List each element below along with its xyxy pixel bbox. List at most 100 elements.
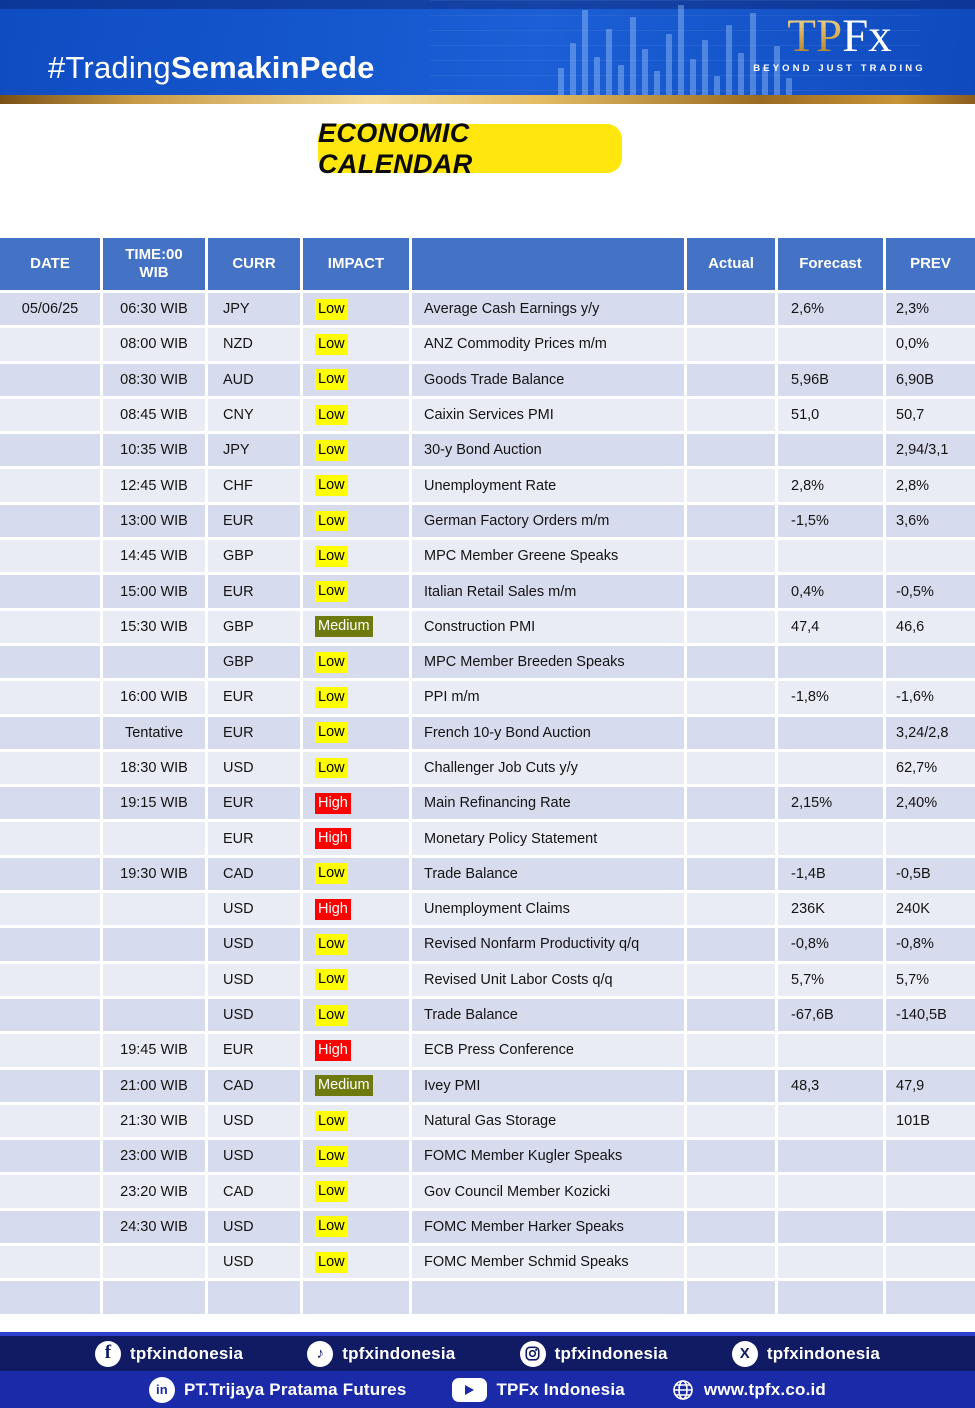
cell-currency: CAD (208, 1175, 303, 1211)
linkedin-icon: in (148, 1376, 175, 1403)
chart-graphic (430, 0, 920, 95)
table-row: 23:00 WIB USD Low FOMC Member Kugler Spe… (0, 1140, 975, 1176)
cell-forecast (778, 1175, 886, 1211)
cell-time: 14:45 WIB (103, 540, 208, 576)
impact-tag-low: Low (315, 934, 348, 955)
cell-event: Challenger Job Cuts y/y (412, 751, 687, 788)
cell-date (0, 893, 103, 929)
cell-currency: USD (208, 1140, 303, 1176)
cell-event: 30-y Bond Auction (412, 434, 687, 470)
cell-impact: Low (303, 328, 412, 364)
cell-date (0, 363, 103, 399)
cell-forecast: -67,6B (778, 998, 886, 1035)
cell-currency: JPY (208, 434, 303, 470)
cell-prev: 46,6 (886, 611, 975, 646)
cell-event: Goods Trade Balance (412, 363, 687, 399)
col-header-time: TIME:00 WIB (103, 238, 208, 293)
footer-divider (0, 1332, 975, 1336)
cell-forecast (778, 434, 886, 470)
cell-date (0, 681, 103, 717)
cell-prev (886, 1246, 975, 1282)
cell-time (103, 645, 208, 682)
cell-impact: Low (303, 963, 412, 999)
cell-date (0, 645, 103, 682)
cell-actual (687, 928, 778, 964)
cell-actual (687, 328, 778, 364)
table-row: 08:00 WIB NZD Low ANZ Commodity Prices m… (0, 328, 975, 364)
cell-date (0, 540, 103, 576)
cell-forecast (778, 645, 886, 682)
cell-impact: Low (303, 751, 412, 788)
logo-tagline: BEYOND JUST TRADING (753, 63, 926, 74)
cell-actual (687, 575, 778, 611)
cell-date (0, 1034, 103, 1070)
cell-currency: CHF (208, 469, 303, 505)
cell-prev: 2,3% (886, 293, 975, 329)
cell-currency: USD (208, 963, 303, 999)
cell-actual (687, 857, 778, 894)
cell-actual (687, 434, 778, 470)
facebook-icon: f (95, 1340, 121, 1367)
table-row: USD Low FOMC Member Schmid Speaks (0, 1246, 975, 1282)
cell-actual (687, 1281, 778, 1317)
cell-date (0, 469, 103, 505)
cell-impact: Medium (303, 1069, 412, 1105)
cell-time: 08:30 WIB (103, 363, 208, 399)
cell-time: 18:30 WIB (103, 751, 208, 788)
cell-date (0, 1175, 103, 1211)
brand-header: #TradingSemakinPede TPFx BEYOND JUST TRA… (0, 0, 975, 104)
cell-forecast (778, 1104, 886, 1141)
cell-event: Italian Retail Sales m/m (412, 575, 687, 611)
cell-impact: Low (303, 1246, 412, 1282)
tpfx-logo: TPFx BEYOND JUST TRADING (742, 10, 937, 75)
cell-impact: Low (303, 928, 412, 964)
cell-date (0, 328, 103, 364)
table-row: USD Low Trade Balance -67,6B -140,5B (0, 998, 975, 1035)
cell-event: Unemployment Rate (412, 469, 687, 505)
cell-prev: 47,9 (886, 1070, 975, 1105)
cell-actual (687, 1034, 778, 1070)
social-x: X tpfxindonesia (731, 1340, 880, 1367)
cell-actual (687, 645, 778, 682)
cell-currency: AUD (208, 363, 303, 399)
cell-actual (687, 787, 778, 823)
cell-impact: Medium (303, 610, 412, 646)
info-website: www.tpfx.co.id (671, 1378, 826, 1402)
cell-time: 08:45 WIB (103, 398, 208, 435)
company-name: PT.Trijaya Pratama Futures (183, 1379, 407, 1399)
logo-tp: TP (787, 10, 843, 62)
footer-social-row: f tpfxindonesia ♪ tpfxindonesia tpfxindo… (0, 1336, 975, 1371)
cell-forecast: 2,6% (778, 293, 886, 329)
cell-currency: USD (208, 1210, 303, 1247)
page-title: ECONOMIC CALENDAR (318, 117, 473, 179)
table-row: 16:00 WIB EUR Low PPI m/m -1,8% -1,6% (0, 681, 975, 717)
social-handle: tpfxindonesia (766, 1343, 880, 1363)
cell-time: 08:00 WIB (103, 328, 208, 364)
cell-forecast (778, 716, 886, 752)
cell-currency: CAD (208, 857, 303, 894)
page-title-badge: ECONOMIC CALENDAR (318, 118, 622, 179)
cell-time: 06:30 WIB (103, 293, 208, 329)
impact-tag-low: Low (315, 298, 348, 320)
cell-forecast (778, 1246, 886, 1282)
cell-event: FOMC Member Kugler Speaks (412, 1140, 687, 1176)
cell-time: Tentative (103, 716, 208, 752)
cell-event: PPI m/m (412, 681, 687, 717)
cell-actual (687, 822, 778, 858)
table-row: USD High Unemployment Claims 236K 240K (0, 893, 975, 929)
cell-event: French 10-y Bond Auction (412, 716, 687, 752)
cell-actual (687, 681, 778, 717)
col-header-actual: Actual (687, 238, 778, 293)
cell-prev: -0,5% (886, 575, 975, 611)
cell-prev (886, 540, 975, 576)
table-row: 19:15 WIB EUR High Main Refinancing Rate… (0, 787, 975, 823)
impact-tag-low: Low (315, 510, 348, 532)
campaign-hashtag: #TradingSemakinPede (48, 50, 375, 86)
cell-impact: Low (303, 645, 412, 682)
impact-tag-high: High (315, 1039, 351, 1061)
cell-date (0, 1210, 103, 1247)
table-row: 21:00 WIB CAD Medium Ivey PMI 48,3 47,9 (0, 1069, 975, 1105)
impact-tag-low: Low (315, 581, 348, 602)
table-row: 10:35 WIB JPY Low 30-y Bond Auction 2,94… (0, 434, 975, 470)
cell-forecast: 2,15% (778, 787, 886, 823)
